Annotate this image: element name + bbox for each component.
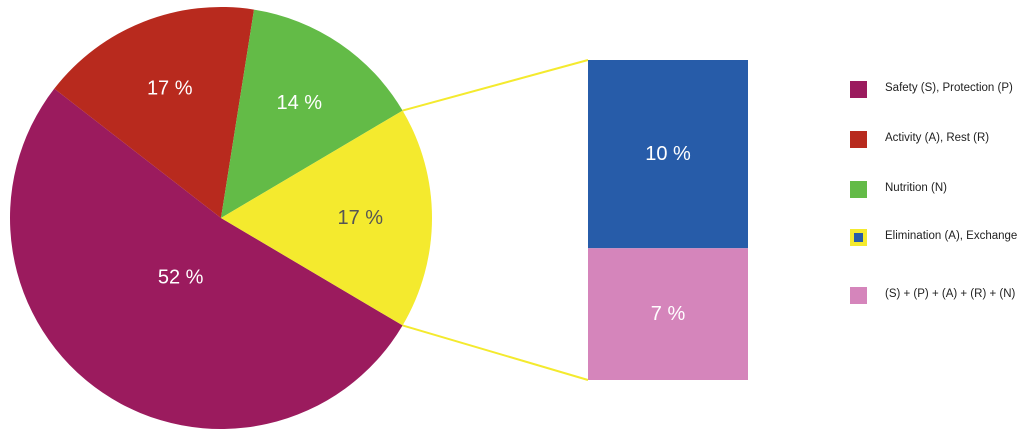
legend-swatch (850, 81, 867, 98)
pie-slice-label: 17 % (337, 207, 383, 229)
legend-item-activity-rest: Activity (A), Rest (R) (850, 130, 1021, 148)
legend-label: Elimination (A), Exchange (885, 230, 1018, 242)
bar-segment-label: 10 % (645, 143, 691, 165)
legend-item-safety-protection: Safety (S), Protection (P) (850, 80, 1021, 98)
bar-segment (588, 60, 748, 249)
pie-slice-label: 14 % (276, 92, 322, 114)
legend-item-combined: (S) + (P) + (A) + (R) + (N) (850, 286, 1021, 304)
stacked-bar: 10 % 7 % (588, 60, 748, 380)
pie-slice (54, 7, 255, 219)
legend: Safety (S), Protection (P) Activity (A),… (850, 80, 1021, 336)
legend-label: (S) + (P) + (A) + (R) + (N) (885, 288, 1016, 300)
legend-swatch-inner (854, 233, 863, 242)
legend-label: Nutrition (N) (885, 182, 947, 194)
pie-chart: 52 % 17 % 14 % 17 % (10, 7, 433, 429)
pie-slice-label: 17 % (147, 78, 193, 100)
pie-slice (221, 9, 403, 218)
legend-label: Safety (S), Protection (P) (885, 82, 1013, 94)
legend-swatch (850, 131, 867, 148)
legend-item-nutrition: Nutrition (N) (850, 180, 1021, 198)
legend-item-elimination-exchange: Elimination (A), Exchange (850, 228, 1021, 246)
connector-lines (402, 59, 589, 381)
pie-slice (221, 110, 433, 326)
bar-segment (588, 248, 748, 380)
pie-slice-label: 52 % (158, 266, 204, 288)
legend-swatch (850, 181, 867, 198)
legend-swatch (850, 229, 867, 246)
legend-label: Activity (A), Rest (R) (885, 132, 990, 144)
pie-slice (10, 88, 403, 429)
legend-swatch (850, 287, 867, 304)
connector-line-bottom (402, 324, 589, 381)
connector-line-top (402, 59, 589, 112)
bar-segment-label: 7 % (651, 303, 686, 325)
